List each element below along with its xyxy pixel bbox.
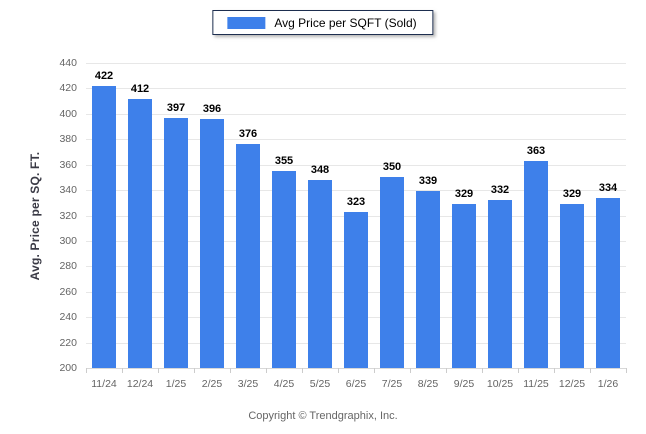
x-tick-label: 6/25 — [345, 378, 367, 390]
y-tick-label: 200 — [59, 362, 77, 374]
gridline — [86, 190, 626, 192]
bar-value-label: 412 — [130, 82, 150, 95]
y-tick-label: 400 — [59, 107, 77, 120]
x-axis-tick — [482, 368, 483, 373]
x-axis-tick — [374, 368, 375, 373]
y-tick-label: 440 — [59, 57, 77, 69]
bar-value-label: 397 — [166, 101, 186, 114]
x-axis-tick — [410, 368, 411, 373]
bar[interactable] — [416, 191, 440, 368]
x-tick-label: 4/25 — [273, 378, 295, 390]
bar-value-label: 348 — [310, 163, 330, 176]
bar-value-label: 376 — [238, 128, 258, 141]
x-axis-tick — [122, 368, 123, 373]
bar[interactable] — [236, 144, 260, 368]
x-axis-tick — [158, 368, 159, 373]
bar-value-label: 334 — [598, 181, 618, 194]
bar[interactable] — [308, 179, 332, 368]
bar-value-label: 332 — [490, 184, 510, 197]
y-tick-label: 260 — [59, 285, 77, 298]
y-tick-label: 420 — [59, 82, 77, 95]
x-axis-tick — [554, 368, 555, 373]
gridline — [86, 113, 626, 115]
x-axis-tick — [230, 368, 231, 373]
bar-value-label: 339 — [418, 175, 438, 188]
bar[interactable] — [488, 200, 512, 368]
x-tick-label: 3/25 — [237, 378, 259, 390]
gridline — [86, 88, 626, 90]
y-tick-label: 340 — [59, 184, 77, 197]
bar[interactable] — [452, 204, 476, 368]
bar[interactable] — [128, 98, 152, 368]
x-tick-label: 11/24 — [91, 378, 117, 390]
x-axis-tick — [266, 368, 267, 373]
bar[interactable] — [560, 204, 584, 368]
x-tick-label: 12/24 — [126, 378, 154, 390]
bar[interactable] — [344, 211, 368, 368]
bar-value-label: 363 — [526, 144, 546, 157]
bar-value-label: 329 — [454, 188, 474, 201]
bar-value-label: 329 — [562, 188, 582, 201]
plot-area: 200 220 240 260 280 300 320 340 360 380 400 420 440 4… — [59, 57, 627, 390]
x-tick-label: 1/26 — [597, 378, 619, 390]
y-tick-label: 240 — [59, 311, 77, 324]
y-tick-label: 380 — [59, 133, 77, 146]
x-tick-label: 8/25 — [417, 378, 439, 390]
bar[interactable] — [92, 85, 116, 368]
bar-value-label: 396 — [202, 102, 222, 115]
gridline — [86, 63, 626, 64]
bar[interactable] — [596, 197, 620, 368]
bar-value-label: 350 — [382, 161, 402, 174]
gridline — [86, 139, 626, 141]
x-tick-label: 12/25 — [558, 378, 586, 390]
x-axis-baseline — [86, 368, 626, 369]
bar-value-label: 323 — [346, 195, 366, 208]
legend-swatch-icon — [227, 16, 266, 29]
bar[interactable] — [272, 171, 296, 368]
x-tick-label: 7/25 — [381, 378, 403, 390]
x-axis-tick — [626, 368, 627, 373]
legend-label: Avg Price per SQFT (Sold) — [274, 15, 417, 30]
x-axis-tick — [518, 368, 519, 373]
y-tick-label: 300 — [59, 234, 77, 247]
y-tick-label: 220 — [59, 336, 77, 349]
gridline — [86, 164, 626, 166]
legend[interactable]: Avg Price per SQFT (Sold) — [212, 10, 434, 35]
bar-value-label: 355 — [274, 155, 294, 168]
y-tick-label: 320 — [59, 209, 77, 222]
x-axis-tick — [590, 368, 591, 373]
bar[interactable] — [164, 117, 188, 368]
x-tick-label: 11/25 — [523, 378, 549, 390]
y-tick-label: 280 — [59, 260, 77, 273]
bar[interactable] — [200, 118, 224, 368]
x-tick-label: 5/25 — [309, 378, 331, 390]
x-axis-tick — [194, 368, 195, 373]
x-axis-tick — [338, 368, 339, 373]
x-axis-tick — [446, 368, 447, 373]
y-tick-label: 360 — [59, 158, 77, 171]
x-axis-tick — [86, 368, 87, 373]
bar-value-label: 422 — [94, 69, 114, 82]
footer-copyright: Copyright © Trendgraphix, Inc. — [248, 410, 398, 422]
bar[interactable] — [524, 160, 548, 368]
x-axis-tick — [302, 368, 303, 373]
y-axis-title: Avg. Price per SQ. FT. — [28, 151, 42, 281]
x-tick-label: 1/25 — [165, 378, 187, 390]
bar[interactable] — [380, 177, 404, 368]
x-tick-label: 10/25 — [486, 378, 514, 390]
x-tick-label: 9/25 — [453, 378, 475, 390]
x-tick-label: 2/25 — [201, 378, 223, 390]
